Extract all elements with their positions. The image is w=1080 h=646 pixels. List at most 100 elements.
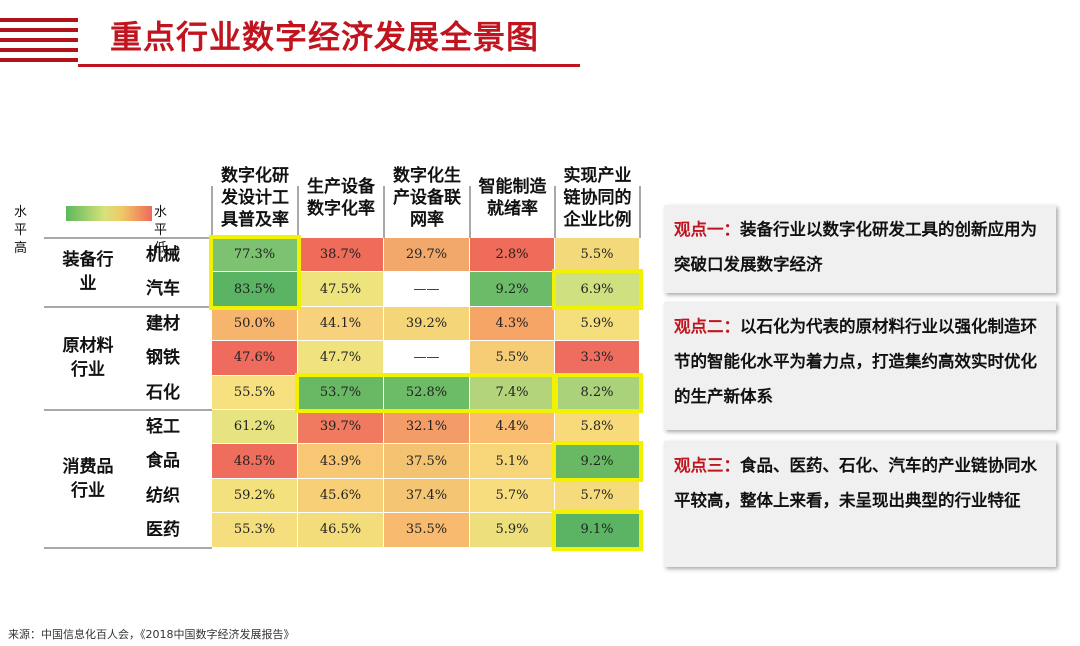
column-separator xyxy=(383,186,385,238)
viewpoint-1: 观点一：装备行业以数字化研发工具的创新应用为突破口发展数字经济 xyxy=(664,205,1056,293)
column-header-line: 就绪率 xyxy=(487,199,538,219)
table-cell: 9.2% xyxy=(555,444,640,479)
decorative-stripes xyxy=(0,18,78,64)
column-separator xyxy=(297,186,299,238)
column-header-line: 数字化率 xyxy=(307,199,375,219)
table-cell: 8.2% xyxy=(555,375,640,410)
viewpoint-3: 观点三：食品、医药、石化、汽车的产业链协同水平较高，整体上来看，未呈现出典型的行… xyxy=(664,441,1056,567)
group-label-line: 装备行 xyxy=(62,250,114,271)
table-cell: 48.5% xyxy=(212,444,298,479)
column-header-line: 链协同的 xyxy=(563,188,632,208)
column-header: 数字化生 产设备联 网率 xyxy=(384,161,470,235)
table-cell: 5.9% xyxy=(470,513,555,548)
column-header-line: 产设备联 xyxy=(393,188,461,208)
column-header: 生产设备 数字化率 xyxy=(298,161,384,235)
column-header: 智能制造 就绪率 xyxy=(470,161,555,235)
table-cell: 29.7% xyxy=(384,238,470,273)
table-cell: 37.4% xyxy=(384,478,470,514)
viewpoint-2: 观点二：以石化为代表的原材料行业以强化制造环节的智能化水平为着力点，打造集约高效… xyxy=(664,302,1056,430)
table-cell: 5.5% xyxy=(555,238,640,273)
table-cell: 38.7% xyxy=(298,238,384,273)
highlight-box xyxy=(209,235,301,310)
industry-label: 钢铁 xyxy=(146,348,180,369)
group-label-line: 业 xyxy=(79,274,97,295)
legend-low-label: 水平低 xyxy=(154,205,168,256)
column-header-line: 智能制造 xyxy=(478,177,547,197)
table-cell: 5.1% xyxy=(470,444,555,479)
table-cell: —— xyxy=(384,341,470,376)
column-header-line: 具普及率 xyxy=(221,210,289,230)
column-header-line: 实现产业 xyxy=(563,166,632,186)
column-separator xyxy=(469,186,471,238)
table-cell: 47.6% xyxy=(212,341,298,376)
table-cell: 4.3% xyxy=(470,306,555,342)
viewpoint-text: 食品、医药、石化、汽车的产业链协同水平较高，整体上来看，未呈现出典型的行业特征 xyxy=(674,456,1037,510)
column-separator xyxy=(211,186,213,238)
industry-label: 医药 xyxy=(146,520,180,541)
table-cell: 55.5% xyxy=(212,375,298,410)
column-header-line: 发设计工 xyxy=(221,188,289,208)
group-label-line: 原材料 xyxy=(62,336,114,357)
table-cell: 45.6% xyxy=(298,478,384,514)
table-cell: 9.2% xyxy=(470,272,555,307)
highlight-box xyxy=(552,441,643,482)
column-header-line: 生产设备 xyxy=(307,177,375,197)
table-cell: 47.7% xyxy=(298,341,384,376)
industry-label: 石化 xyxy=(146,382,180,403)
viewpoint-text: 以石化为代表的原材料行业以强化制造环节的智能化水平为着力点，打造集约高效实时优化… xyxy=(674,317,1037,406)
column-header-line: 数字化研 xyxy=(221,166,289,186)
table-cell: 9.1% xyxy=(555,513,640,548)
group-label-line: 消费品 xyxy=(62,456,114,477)
column-header: 数字化研 发设计工 具普及率 xyxy=(212,161,298,235)
table-cell: 37.5% xyxy=(384,444,470,479)
highlight-box xyxy=(552,510,643,551)
group-label: 原材料 行业 xyxy=(56,307,120,410)
viewpoint-title: 观点三： xyxy=(674,456,740,475)
viewpoint-text: 装备行业以数字化研发工具的创新应用为突破口发展数字经济 xyxy=(674,220,1037,274)
source-note: 来源：中国信息化百人会，《2018中国数字经济发展报告》 xyxy=(8,628,295,641)
group-separator xyxy=(44,237,212,239)
table-cell: 59.2% xyxy=(212,478,298,514)
table-cell: 52.8% xyxy=(384,375,470,410)
industry-label: 建材 xyxy=(146,313,180,334)
legend-high-label: 水平高 xyxy=(14,205,28,256)
industry-label: 机械 xyxy=(146,245,180,265)
industry-label: 汽车 xyxy=(146,279,180,300)
table-cell: —— xyxy=(384,272,470,307)
heatmap-table: 77.3% 38.7% 29.7% 2.8% 5.5% 83.5% 47.5% —— 9.2% 6… xyxy=(209,235,643,551)
table-cell: 53.7% xyxy=(298,375,384,410)
table-cell: 5.7% xyxy=(555,478,640,514)
column-separator xyxy=(639,186,641,238)
industry-label: 轻工 xyxy=(146,417,180,437)
industry-label: 食品 xyxy=(146,451,180,472)
group-separator xyxy=(44,409,212,411)
table-cell: 44.1% xyxy=(298,306,384,342)
column-header: 实现产业 链协同的 企业比例 xyxy=(555,161,640,235)
viewpoint-title: 观点一： xyxy=(674,220,740,239)
table-cell: 6.9% xyxy=(555,272,640,307)
table-cell: 2.8% xyxy=(470,238,555,273)
table-cell: 32.1% xyxy=(384,410,470,445)
page-title: 重点行业数字经济发展全景图 xyxy=(110,18,540,56)
group-separator xyxy=(44,305,212,308)
column-header-line: 数字化生 xyxy=(393,166,461,186)
table-cell: 77.3% xyxy=(212,238,298,273)
highlight-box xyxy=(552,372,643,413)
group-label: 消费品 行业 xyxy=(56,410,120,548)
table-cell: 39.7% xyxy=(298,410,384,445)
table-cell: 5.7% xyxy=(470,478,555,514)
highlight-box xyxy=(552,269,643,310)
table-cell: 46.5% xyxy=(298,513,384,548)
group-label-line: 行业 xyxy=(71,480,105,501)
table-cell: 47.5% xyxy=(298,272,384,307)
table-cell: 39.2% xyxy=(384,306,470,342)
table-cell: 50.0% xyxy=(212,306,298,342)
highlight-box xyxy=(295,372,558,413)
title-underline xyxy=(78,64,580,67)
viewpoint-title: 观点二： xyxy=(674,317,740,336)
group-separator xyxy=(44,546,212,549)
column-separator xyxy=(554,186,556,238)
legend-gradient-bar xyxy=(66,206,152,221)
group-label-line: 行业 xyxy=(71,360,105,381)
table-cell: 61.2% xyxy=(212,410,298,445)
